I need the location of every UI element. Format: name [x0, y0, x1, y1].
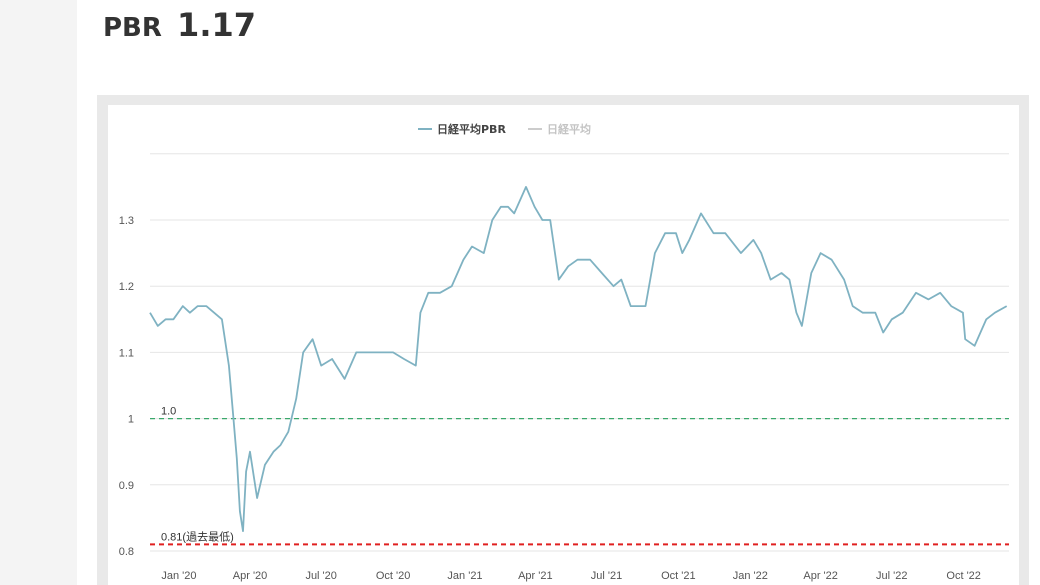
series-line-pbr: [149, 186, 1008, 533]
y-tick-label: 1.1: [119, 347, 134, 359]
title-label: PBR: [103, 13, 162, 43]
reference-line-label: 1.0: [161, 406, 176, 418]
y-tick-label: 0.9: [119, 480, 134, 492]
x-tick-label: Oct '20: [376, 570, 411, 582]
x-tick-label: Jul '20: [305, 570, 336, 582]
x-tick-label: Jan '21: [447, 570, 482, 582]
x-tick-label: Apr '22: [803, 570, 838, 582]
legend-entry[interactable]: 日経平均PBR: [437, 122, 506, 136]
x-tick-label: Jan '20: [161, 570, 196, 582]
pbr-line-chart: 0.8 0.9 1 1.1 1.2 1.3 Jan '20 Apr '20 Jul '20 Oct…: [119, 122, 1009, 582]
chart-card: 0.8 0.9 1 1.1 1.2 1.3 Jan '20 Apr '20 Jul '20 Oct…: [108, 105, 1019, 585]
x-tick-label: Oct '22: [946, 570, 981, 582]
y-tick-label: 0.8: [119, 546, 134, 558]
x-tick-label: Jul '22: [876, 570, 907, 582]
y-tick-label: 1.2: [119, 281, 134, 293]
y-tick-label: 1.3: [119, 215, 134, 227]
x-tick-label: Apr '21: [518, 570, 553, 582]
x-tick-label: Apr '20: [233, 570, 268, 582]
legend-entry[interactable]: 日経平均: [547, 122, 591, 136]
x-tick-label: Jan '22: [733, 570, 768, 582]
x-tick-label: Oct '21: [661, 570, 696, 582]
reference-line-label: 0.81(過去最低): [161, 530, 234, 543]
page-title: PBR 1.17: [103, 6, 256, 47]
title-value: 1.17: [177, 6, 256, 44]
x-tick-label: Jul '21: [591, 570, 622, 582]
y-tick-label: 1: [128, 414, 134, 426]
